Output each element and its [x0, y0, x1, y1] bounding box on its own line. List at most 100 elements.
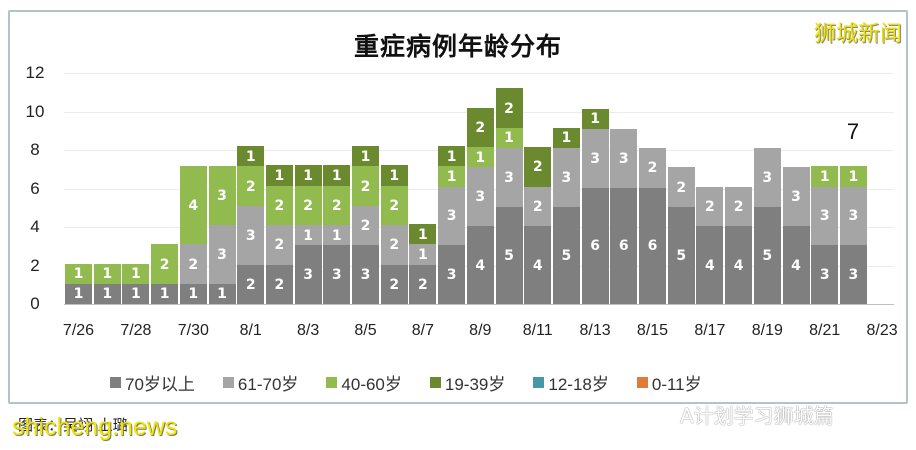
bar-segment: 5: [753, 206, 781, 304]
bar-segment: 1: [122, 263, 150, 284]
y-tick-label: 0: [30, 294, 40, 313]
legend-swatch-icon: [326, 377, 338, 388]
y-tick-label: 2: [30, 255, 40, 275]
bar-segment: 4: [524, 226, 552, 304]
legend-item: 70岁以上: [110, 370, 195, 395]
bar-segment: 3: [552, 148, 580, 207]
bar-segment: 3: [839, 245, 867, 304]
bar-segment: 1: [93, 283, 121, 304]
legend-item: 40-60岁: [326, 370, 402, 395]
bar-segment: 5: [667, 206, 695, 304]
bar-segment: 3: [352, 245, 379, 304]
bar-segment: 3: [466, 167, 494, 226]
legend-swatch-icon: [533, 377, 545, 388]
bar-segment: 3: [581, 128, 609, 188]
y-tick-label: 10: [25, 101, 45, 121]
x-tick-label: 7/28: [120, 322, 152, 339]
bar-segment: 1: [380, 165, 408, 186]
legend-label: 12-18岁: [548, 375, 609, 394]
bar-segment: 3: [208, 166, 236, 225]
bar-segment: 1: [122, 283, 150, 304]
bar-segment: 1: [294, 165, 322, 186]
bar-segment: 2: [725, 186, 753, 226]
bar-segment: 3: [438, 245, 466, 304]
legend-label: 0-11岁: [651, 375, 702, 394]
bar-segment: 5: [495, 206, 523, 304]
bar-segment: 2: [237, 166, 265, 206]
legend: 70岁以上 61-70岁 40-60岁 19-39岁 12-18岁 0-11岁: [110, 370, 702, 395]
x-axis-line: [64, 304, 894, 305]
bar-segment: 1: [409, 224, 437, 245]
x-tick-label: 8/17: [694, 322, 726, 339]
bar-segment: 1: [323, 165, 351, 186]
x-tick-label: 8/19: [751, 322, 783, 339]
bar-segment: 4: [179, 166, 207, 245]
bar-segment: 3: [438, 186, 466, 246]
bar-segment: 2: [237, 264, 265, 304]
bar-segment: 1: [65, 283, 92, 304]
total-annotation: 7: [846, 119, 860, 145]
x-tick-label: 8/7: [411, 322, 435, 339]
y-tick-label: 4: [30, 217, 40, 236]
y-tick-label: 8: [30, 140, 40, 159]
bar-segment: 2: [380, 264, 408, 304]
bar-segment: 2: [323, 185, 351, 225]
legend-label: 19-39岁: [444, 375, 506, 394]
bar-segment: 1: [495, 127, 523, 148]
bar-segment: 2: [524, 147, 552, 187]
x-tick-label: 8/13: [579, 322, 611, 339]
bar-segment: 4: [782, 226, 810, 304]
legend-item: 61-70岁: [222, 370, 299, 395]
bar-segment: 3: [753, 148, 781, 207]
bar-segment: 1: [438, 146, 466, 167]
bar-segment: 3: [323, 245, 351, 304]
legend-label: 61-70岁: [237, 375, 299, 394]
bar-segment: 3: [208, 225, 236, 284]
x-tick-label: 8/1: [239, 322, 262, 339]
bar-segment: 1: [323, 225, 351, 246]
legend-item: 19-39岁: [429, 370, 506, 395]
bar-segment: 2: [352, 205, 379, 246]
y-tick-label: 6: [30, 178, 40, 198]
caption: 图表：吴翊·上璐: [18, 416, 128, 434]
bar-segment: 5: [552, 206, 580, 304]
x-tick-label: 8/3: [296, 322, 320, 339]
bar-segment: 3: [782, 167, 810, 226]
chart-title: 重症病例年龄分布: [353, 32, 562, 61]
bar-segment: 2: [524, 186, 552, 226]
bar-segment: 3: [811, 245, 839, 304]
bar-segment: 2: [265, 225, 293, 265]
bar-segment: 6: [610, 187, 638, 304]
bar-segment: 1: [208, 283, 236, 304]
bar-segment: 2: [151, 244, 179, 284]
site-watermark: shicheng.news: [12, 413, 178, 441]
bar-segment: 1: [65, 263, 92, 284]
bar-segment: 2: [667, 167, 695, 207]
bar-segment: 1: [179, 283, 207, 304]
bar-segment: 1: [237, 146, 265, 167]
bar-segment: 2: [466, 107, 494, 147]
bar-segment: 1: [409, 244, 437, 265]
bar-segment: 1: [294, 225, 322, 246]
bar-segment: 2: [380, 225, 408, 265]
wechat-watermark: A计划学习狮城篇: [680, 404, 834, 428]
legend-label: 40-60岁: [341, 375, 402, 394]
